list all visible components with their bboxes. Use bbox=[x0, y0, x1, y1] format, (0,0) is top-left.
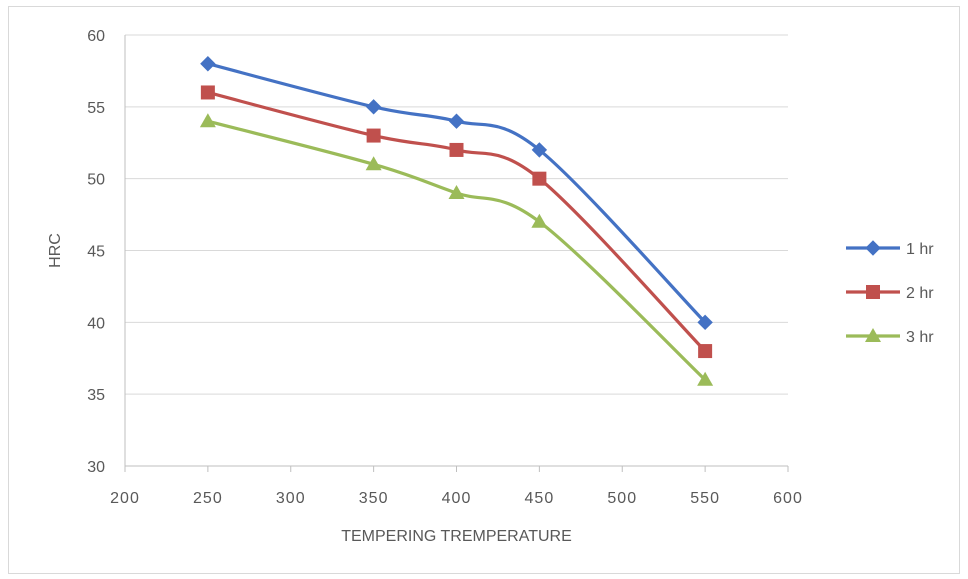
legend-marker bbox=[866, 285, 880, 299]
series-line bbox=[207, 90, 707, 353]
grid-lines bbox=[125, 34, 788, 395]
y-tick-label: 45 bbox=[87, 244, 105, 261]
legend-label: 1 hr bbox=[906, 241, 934, 258]
data-point bbox=[697, 371, 714, 386]
series-2 bbox=[200, 85, 713, 359]
data-point bbox=[365, 99, 382, 115]
series-1 bbox=[200, 56, 713, 331]
legend-label: 2 hr bbox=[906, 285, 934, 302]
y-axis-title: HRC bbox=[47, 233, 64, 268]
x-tick-label: 300 bbox=[276, 490, 306, 507]
data-point bbox=[365, 156, 382, 171]
y-tick-label: 50 bbox=[87, 172, 105, 189]
data-point bbox=[199, 113, 216, 128]
x-tick-label: 550 bbox=[690, 490, 720, 507]
legend-marker bbox=[865, 240, 881, 256]
axes bbox=[124, 35, 789, 472]
series-3 bbox=[199, 113, 714, 386]
legend-item: 1 hr bbox=[846, 240, 934, 258]
x-tick-labels: 200 250 300 350 400 450 500 550 600 bbox=[110, 490, 803, 507]
legend-item: 2 hr bbox=[846, 285, 934, 302]
x-tick-label: 450 bbox=[525, 490, 555, 507]
data-point bbox=[200, 56, 216, 72]
legend-item: 3 hr bbox=[846, 328, 934, 346]
data-point bbox=[366, 128, 381, 143]
y-tick-label: 35 bbox=[87, 387, 105, 404]
series-group bbox=[199, 56, 714, 386]
x-tick-label: 200 bbox=[110, 490, 140, 507]
x-tick-label: 250 bbox=[193, 490, 223, 507]
data-point bbox=[531, 142, 548, 158]
x-tick-label: 400 bbox=[442, 490, 472, 507]
data-point bbox=[698, 344, 713, 359]
legend: 1 hr 2 hr 3 hr bbox=[846, 240, 934, 346]
y-tick-label: 60 bbox=[87, 28, 105, 45]
y-tick-label: 40 bbox=[87, 315, 105, 332]
data-point bbox=[448, 185, 465, 200]
x-tick-label: 500 bbox=[607, 490, 637, 507]
data-point bbox=[448, 113, 465, 129]
data-point bbox=[449, 142, 464, 157]
y-tick-labels: 30 35 40 45 50 55 60 bbox=[87, 28, 105, 476]
chart-frame bbox=[8, 6, 960, 574]
data-point bbox=[531, 213, 548, 228]
data-point bbox=[532, 171, 547, 186]
legend-label: 3 hr bbox=[906, 329, 934, 346]
x-tick-label: 350 bbox=[359, 490, 389, 507]
data-point bbox=[200, 85, 215, 100]
data-point bbox=[697, 314, 713, 331]
y-tick-label: 55 bbox=[87, 100, 105, 117]
x-tick-label: 600 bbox=[773, 490, 803, 507]
y-tick-label: 30 bbox=[87, 459, 105, 476]
legend-marker bbox=[865, 328, 881, 342]
x-axis-title: TEMPERING TREMPERATURE bbox=[341, 528, 572, 545]
